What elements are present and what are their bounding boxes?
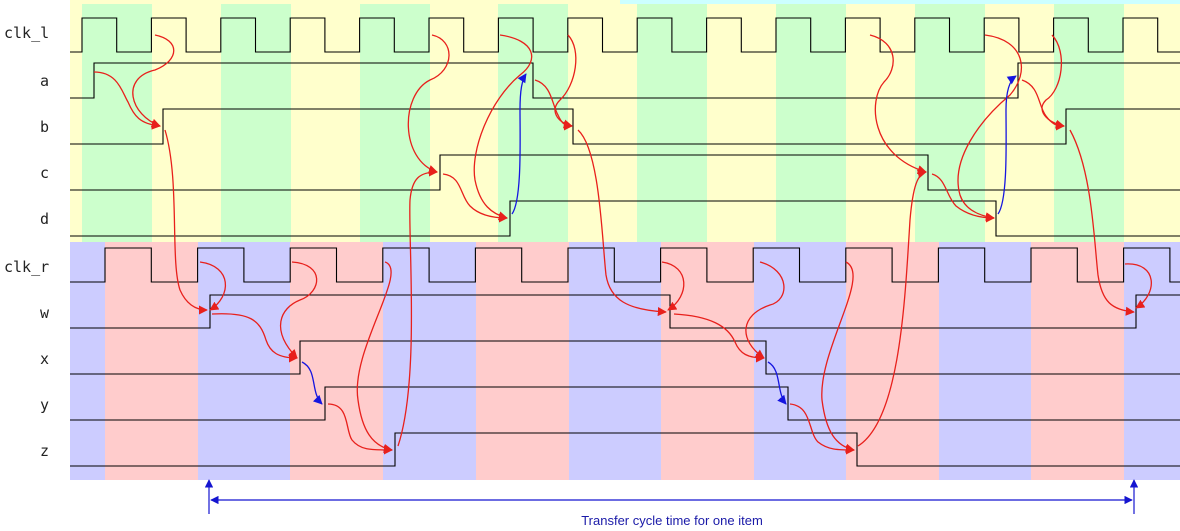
signal-d-label: d <box>40 210 49 228</box>
signal-c-waveform <box>70 154 1180 191</box>
cycle-time-dimension: Transfer cycle time for one item <box>204 479 1139 528</box>
causal-arrow <box>869 34 927 174</box>
causal-arrow <box>407 34 450 174</box>
causal-arrows <box>93 34 1152 455</box>
signal-labels: clk_l a b c d clk_r w x y z <box>4 24 50 460</box>
causal-arrow <box>1124 263 1152 309</box>
signal-x-waveform <box>70 340 1180 375</box>
right-domain-bands <box>70 242 1180 480</box>
right-band-red <box>661 242 754 480</box>
causal-arrow <box>442 173 508 223</box>
causal-arrow <box>1041 34 1065 129</box>
left-band-cyan <box>620 0 1180 4</box>
left-band-green <box>1054 4 1124 242</box>
causal-arrow <box>821 261 855 453</box>
causal-arrow <box>554 34 577 129</box>
causal-arrow <box>767 361 787 405</box>
signal-x-label: x <box>40 350 49 368</box>
causal-arrow <box>957 34 1023 222</box>
causal-arrow <box>211 313 298 363</box>
causal-arrow <box>745 261 785 359</box>
causal-arrow <box>279 261 318 359</box>
causal-arrow <box>473 34 533 221</box>
causal-arrow <box>1069 129 1135 316</box>
causal-arrow <box>199 261 226 311</box>
causal-arrow <box>661 261 685 311</box>
signal-y-label: y <box>40 396 49 414</box>
causal-arrow <box>997 75 1017 215</box>
causal-arrow <box>789 403 855 455</box>
signal-a-waveform <box>70 62 1180 99</box>
causal-arrow <box>301 361 323 405</box>
clk-r-waveform <box>70 247 1180 283</box>
clk-l-label: clk_l <box>4 24 49 42</box>
causal-arrow <box>164 129 208 315</box>
signal-b-label: b <box>40 118 49 136</box>
causal-arrow <box>356 261 393 453</box>
causal-arrow <box>673 313 765 363</box>
right-band <box>70 242 1180 480</box>
left-band-green <box>360 4 430 242</box>
cycle-time-caption: Transfer cycle time for one item <box>581 513 763 528</box>
signal-a-label: a <box>40 72 49 90</box>
signal-b-waveform <box>70 108 1180 145</box>
causal-arrow <box>577 129 667 317</box>
signal-d-waveform <box>70 200 1180 237</box>
waveforms <box>70 17 1180 467</box>
signal-z-label: z <box>40 442 49 460</box>
causal-arrow <box>397 167 438 447</box>
causal-arrow <box>931 173 995 223</box>
signal-c-label: c <box>40 164 49 182</box>
causal-arrow <box>93 71 161 130</box>
clk-l-waveform <box>70 17 1180 53</box>
causal-arrow <box>327 403 393 455</box>
left-domain-bands <box>70 0 1180 242</box>
right-band-red <box>476 242 569 480</box>
causal-arrow <box>857 169 927 447</box>
signal-y-waveform <box>70 386 1180 421</box>
clk-r-label: clk_r <box>4 258 49 276</box>
signal-z-waveform <box>70 432 1180 467</box>
signal-w-label: w <box>40 304 50 322</box>
causal-arrow <box>132 34 175 128</box>
causal-arrow <box>511 73 527 215</box>
